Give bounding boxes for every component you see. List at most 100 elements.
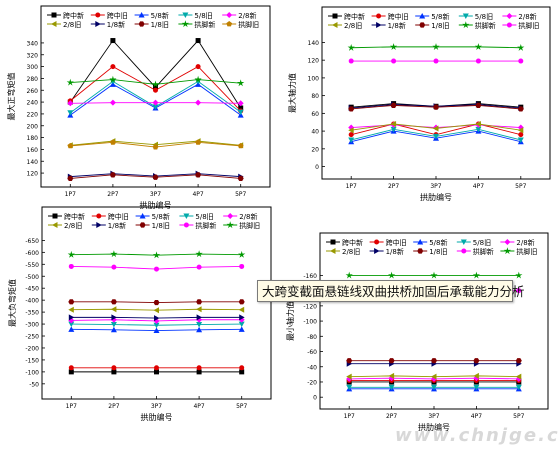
data-point [517,127,524,134]
series-line [69,39,242,109]
legend-label: 5/8旧 [195,213,213,221]
legend-label: 跨中旧 [108,212,129,221]
y-tick-label: 60 [311,111,319,118]
x-tick-label: 5P7 [236,403,247,410]
data-point [196,369,202,375]
legend-marker [506,22,512,28]
y-tick-label: -550 [25,262,39,269]
legend-label: 拱脚旧 [518,21,539,30]
data-point [389,43,398,50]
legend-marker [52,222,58,228]
legend-label: 1/8旧 [151,21,169,29]
legend-label: 跨中旧 [107,11,128,20]
legend-label: 1/8新 [386,247,404,256]
legend-label: 2/8旧 [64,222,82,230]
legend-marker [181,20,190,28]
data-point [348,127,354,134]
y-tick-label: 280 [27,76,39,83]
x-tick-label: 3P7 [151,403,162,410]
data-point [152,144,159,150]
legend-label: 1/8旧 [431,22,449,30]
data-point [153,87,158,93]
legend-marker [226,21,233,27]
y-tick-label: -300 [25,322,39,329]
legend-marker [506,13,513,19]
legend-label: 拱脚旧 [238,20,259,29]
y-tick-label: -600 [25,250,39,257]
data-point [346,373,352,380]
data-point [67,142,74,149]
legend-marker [95,21,101,27]
legend-label: 2/8新 [238,11,256,20]
legend-marker [183,213,190,219]
data-point [433,104,439,110]
legend-label: 5/8新 [151,11,169,20]
data-point [110,64,116,70]
x-tick-label: 2P7 [108,403,119,410]
legend-marker [332,13,338,19]
data-point [68,314,75,321]
data-point [152,99,159,106]
y-axis-label: 最大负弯矩值 [7,279,17,327]
legend-marker [95,12,101,18]
data-point [348,106,355,112]
data-point [68,326,75,332]
y-tick-label: -250 [25,334,39,341]
y-tick-label: -60 [307,349,317,356]
chart-bl: 跨中新 跨中旧 5/8新 5/8旧 2/8新 2/8旧 1/8新 1/8旧 拱脚新 拱脚旧 -50 -… [7,206,272,422]
y-tick-label: 240 [27,100,39,107]
data-point [239,369,245,375]
x-axis-label: 拱肋编号 [141,412,173,422]
data-point [196,299,203,305]
legend-label: 1/8新 [108,221,126,230]
legend-label: 2/8新 [518,12,536,21]
data-point [237,109,244,116]
legend-marker [51,21,57,27]
legend-label: 跨中新 [64,212,85,221]
data-point [110,326,117,333]
data-point [238,250,246,258]
data-point [196,306,202,313]
legend-label: 2/8旧 [63,21,81,29]
data-point [111,314,117,321]
data-point [68,299,75,305]
y-tick-label: 180 [27,135,39,142]
data-point [67,250,75,258]
legend-label: 跨中新 [342,238,363,247]
legend-label: 5/8旧 [475,13,493,21]
data-point [152,251,161,259]
data-point [473,358,480,364]
data-point [388,384,395,391]
y-tick-label: -120 [303,303,317,310]
x-tick-label: 1P7 [344,413,355,420]
data-point [109,78,116,85]
data-point [154,315,160,322]
y-tick-label: 200 [27,123,39,130]
x-tick-label: 5P7 [515,183,526,190]
data-point [430,271,438,279]
data-point [390,102,397,108]
data-point [239,365,245,371]
legend-label: 5/8旧 [194,12,212,20]
data-point [475,58,481,64]
data-point [196,314,203,321]
data-point [195,172,202,178]
data-point [475,121,481,128]
y-tick-label: -500 [25,274,39,281]
y-tick-label: 160 [27,147,39,154]
legend-marker [462,13,469,19]
data-point [515,358,522,364]
legend-label: 5/8旧 [473,239,491,247]
y-tick-label: -160 [303,273,317,280]
data-point [475,126,482,133]
chart-tr: 跨中新 跨中旧 5/8新 5/8旧 2/8新 2/8旧 1/8新 1/8旧 拱脚新 拱脚旧 0 20 4… [287,6,551,202]
legend-marker [96,222,102,228]
data-point [154,365,159,371]
data-point [196,326,203,333]
data-point [345,271,353,279]
data-point [348,132,354,138]
title-banner: 大跨变截面悬链线双曲拱桥加固后承载能力分析 [257,280,525,302]
legend-marker [461,248,467,254]
legend-marker [330,239,336,245]
data-point [154,266,159,272]
